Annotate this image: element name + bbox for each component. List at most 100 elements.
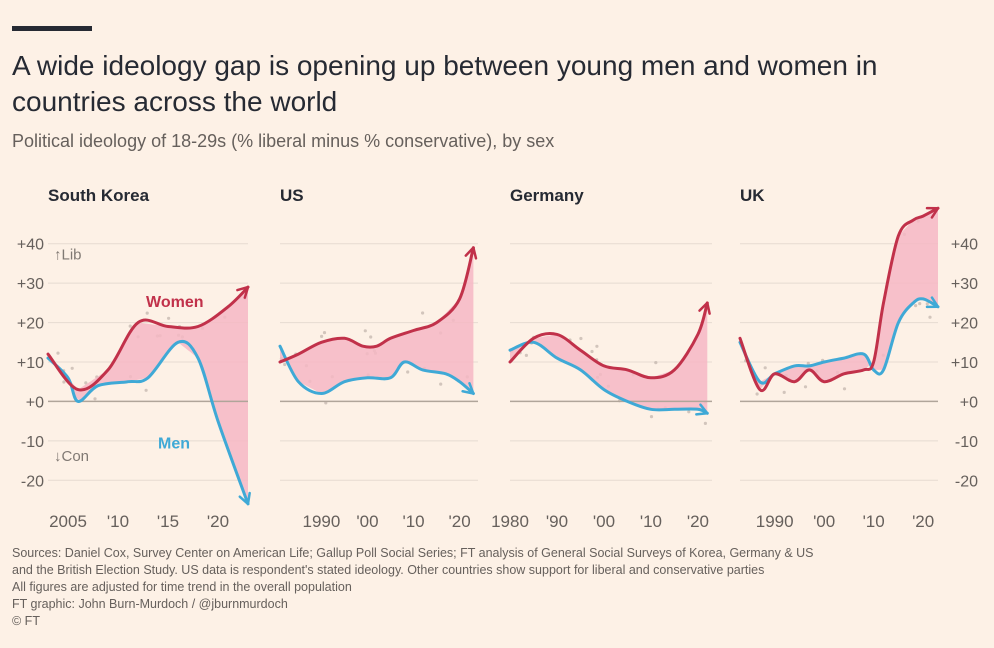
- gap-area: [740, 208, 938, 390]
- women-line: [46, 285, 250, 392]
- survey-dot: [145, 311, 149, 315]
- y-tick-label: +0: [26, 394, 44, 411]
- survey-dot: [803, 385, 808, 389]
- y-tick-label: +30: [17, 276, 44, 293]
- panel-uk: UK 1990 '00 '10 '20 -20 -10 +0 +10 +20 +30 +40: [738, 186, 978, 531]
- ft-header-rule: [12, 26, 92, 31]
- men-series-label: Men: [158, 436, 190, 453]
- x-tick-label: 1990: [303, 512, 341, 531]
- women-line: [738, 206, 940, 393]
- x-tick-label: '15: [157, 512, 179, 531]
- survey-dot: [320, 334, 324, 338]
- survey-dot: [322, 331, 327, 335]
- x-tick-label: '00: [593, 512, 615, 531]
- women-arrow: [464, 246, 478, 260]
- survey-dot: [654, 361, 658, 365]
- sources-line-2: and the British Election Study. US data …: [12, 563, 765, 577]
- y-tick-label: +20: [951, 316, 978, 333]
- men-arrow: [925, 296, 940, 309]
- men-line: [46, 339, 250, 506]
- survey-dot: [763, 366, 767, 370]
- y-tick-label: +40: [951, 237, 978, 254]
- liberal-annotation: ↑Lib: [54, 247, 82, 264]
- survey-dot: [421, 311, 425, 315]
- y-tick-label: -10: [21, 434, 44, 451]
- survey-dot: [649, 415, 654, 419]
- survey-dot: [144, 388, 148, 392]
- panel-title: US: [280, 186, 304, 205]
- men-line: [508, 340, 709, 415]
- copyright: © FT: [12, 614, 40, 628]
- men-line: [278, 344, 475, 396]
- men-arrow: [695, 403, 709, 416]
- y-tick-label: +0: [960, 394, 978, 411]
- men-arrow: [461, 382, 475, 395]
- y-tick-label: +10: [951, 355, 978, 372]
- survey-dot: [70, 366, 74, 370]
- x-tick-label: '00: [356, 512, 378, 531]
- y-tick-label: -20: [955, 473, 978, 490]
- survey-dot: [928, 315, 932, 319]
- x-tick-label: '10: [640, 512, 662, 531]
- chart-subtitle: Political ideology of 18-29s (% liberal …: [12, 131, 555, 151]
- survey-dot: [439, 382, 443, 386]
- survey-dot: [687, 410, 691, 414]
- panel-us: US 1990 '00 '10 '20: [278, 186, 478, 531]
- x-tick-label: '20: [207, 512, 229, 531]
- small-multiples-chart: South Korea 2005 '10 '15 '20 -20 -10 +0 +10 +20 +3…: [17, 186, 978, 531]
- panel-germany: Germany 1980 '90 '00 '10 '20: [491, 186, 712, 531]
- x-tick-label: '90: [546, 512, 568, 531]
- women-arrow: [236, 285, 250, 299]
- adjustment-note: All figures are adjusted for time trend …: [12, 580, 352, 594]
- panel-title: Germany: [510, 186, 584, 205]
- y-tick-label: +30: [951, 276, 978, 293]
- x-tick-label: '20: [912, 512, 934, 531]
- survey-dot: [128, 324, 132, 328]
- survey-dot: [782, 390, 786, 394]
- x-tick-label: '20: [449, 512, 471, 531]
- gap-area: [510, 302, 708, 414]
- survey-dot: [84, 381, 88, 385]
- survey-dot: [755, 392, 759, 396]
- x-tick-label: '10: [107, 512, 129, 531]
- survey-dot: [56, 351, 60, 355]
- women-arrow: [925, 206, 940, 219]
- men-arrow: [238, 491, 251, 506]
- survey-dot: [918, 302, 922, 306]
- survey-dot: [369, 335, 373, 339]
- survey-dot: [62, 380, 66, 384]
- conservative-annotation: ↓Con: [54, 448, 89, 465]
- panel-title: South Korea: [48, 186, 150, 205]
- x-tick-label: '20: [687, 512, 709, 531]
- survey-dot: [842, 387, 847, 391]
- sources-line-1: Sources: Daniel Cox, Survey Center on Am…: [12, 546, 814, 560]
- women-series-label: Women: [146, 294, 203, 311]
- survey-dot: [406, 370, 410, 374]
- women-line: [278, 246, 475, 364]
- survey-dot: [703, 421, 708, 425]
- x-tick-label: 1980: [491, 512, 529, 531]
- graphic-credit: FT graphic: John Burn-Murdoch / @jburnmu…: [12, 597, 288, 611]
- survey-dot: [925, 302, 929, 306]
- survey-dot: [524, 353, 529, 357]
- y-tick-label: -10: [955, 434, 978, 451]
- x-tick-label: 2005: [49, 512, 87, 531]
- gap-area: [280, 247, 474, 394]
- panel-title: UK: [740, 186, 765, 205]
- survey-dot: [167, 316, 171, 320]
- survey-dot: [579, 336, 583, 341]
- women-line: [508, 301, 709, 380]
- y-tick-label: +10: [17, 355, 44, 372]
- survey-dot: [590, 349, 594, 354]
- chart-title: A wide ideology gap is opening up betwee…: [12, 50, 878, 117]
- x-tick-label: 1990: [756, 512, 794, 531]
- y-tick-label: +40: [17, 237, 44, 254]
- survey-dot: [806, 361, 810, 365]
- sources-footer: Sources: Daniel Cox, Survey Center on Am…: [12, 545, 987, 630]
- survey-dot: [363, 329, 367, 333]
- survey-dot: [283, 362, 287, 367]
- women-arrow: [698, 301, 711, 315]
- y-tick-label: +20: [17, 316, 44, 333]
- y-tick-label: -20: [21, 473, 44, 490]
- panel-south-korea: South Korea 2005 '10 '15 '20 -20 -10 +0 +10 +20 +3…: [17, 186, 251, 531]
